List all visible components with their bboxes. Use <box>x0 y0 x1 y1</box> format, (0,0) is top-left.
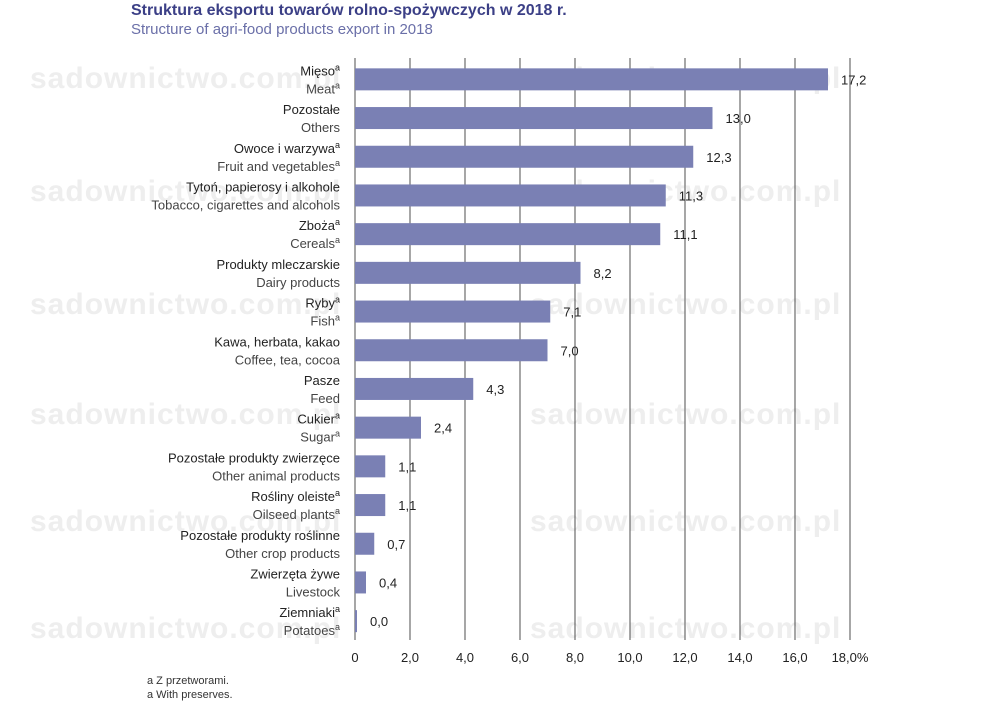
bar <box>355 339 548 362</box>
bar <box>355 416 421 439</box>
category-label-pl: Kawa, herbata, kakao <box>214 334 340 349</box>
x-tick-label: 10,0 <box>617 650 642 665</box>
category-label-en: Fruit and vegetablesa <box>217 158 340 174</box>
bar <box>355 184 666 207</box>
category-label-pl: Owoce i warzywaa <box>234 140 340 156</box>
data-label: 11,1 <box>673 227 697 242</box>
category-label-en: Tobacco, cigarettes and alcohols <box>151 197 340 212</box>
data-label: 4,3 <box>486 382 504 397</box>
category-label-en: Sugara <box>300 429 340 445</box>
category-label-en: Other animal products <box>212 468 340 483</box>
data-label: 7,0 <box>561 343 579 358</box>
bar <box>355 455 386 478</box>
category-label-pl: Tytoń, papierosy i alkohole <box>186 179 340 194</box>
bar <box>355 145 694 168</box>
data-label: 7,1 <box>563 305 581 320</box>
category-label-en: Potatoesa <box>284 622 340 638</box>
x-tick-label: 12,0 <box>672 650 697 665</box>
bar <box>355 571 366 594</box>
category-label-en: Others <box>301 120 341 135</box>
category-label-en: Coffee, tea, cocoa <box>235 352 341 367</box>
category-label-en: Oilseed plantsa <box>253 506 340 522</box>
category-label-pl: Rośliny oleistea <box>251 488 340 504</box>
x-tick-label: 14,0 <box>727 650 752 665</box>
data-label: 0,4 <box>379 575 397 590</box>
category-label-pl: Pozostałe <box>283 102 340 117</box>
category-label-pl: Mięsoa <box>300 62 340 78</box>
category-label-pl: Pozostałe produkty roślinne <box>180 528 340 543</box>
chart-subtitle: Structure of agri-food products export i… <box>131 21 433 38</box>
data-label: 8,2 <box>594 266 612 281</box>
bar <box>355 261 581 284</box>
bar <box>355 107 713 130</box>
data-label: 1,1 <box>398 459 416 474</box>
category-label-pl: Pasze <box>304 373 340 388</box>
bar <box>355 494 386 517</box>
data-label: 12,3 <box>706 150 731 165</box>
bar <box>355 223 661 246</box>
footnote-pl: a Z przetworami. <box>147 675 229 687</box>
x-tick-label: 4,0 <box>456 650 474 665</box>
category-label-pl: Cukiera <box>297 411 340 427</box>
data-label: 17,2 <box>841 72 866 87</box>
category-label-en: Dairy products <box>256 275 340 290</box>
bar <box>355 68 828 91</box>
category-label-pl: Pozostałe produkty zwierzęce <box>168 450 340 465</box>
bar <box>355 532 375 555</box>
data-label: 0,7 <box>387 537 405 552</box>
category-label-pl: Zbożaa <box>299 217 340 233</box>
data-label: 11,3 <box>679 188 703 203</box>
chart-title: Struktura eksportu towarów rolno-spożywc… <box>131 2 567 19</box>
category-label-en: Meata <box>306 80 340 96</box>
category-label-en: Livestock <box>286 584 341 599</box>
category-label-pl: Ziemniakia <box>279 604 340 620</box>
x-tick-label: 16,0 <box>782 650 807 665</box>
category-label-en: Fisha <box>310 313 340 329</box>
footnote-en: a With preserves. <box>147 689 233 701</box>
category-label-pl: Rybya <box>305 295 340 311</box>
bar <box>355 377 474 400</box>
x-tick-label: 2,0 <box>401 650 419 665</box>
category-label-pl: Produkty mleczarskie <box>216 257 340 272</box>
category-label-pl: Zwierzęta żywe <box>250 566 340 581</box>
data-label: 1,1 <box>398 498 416 513</box>
category-label-en: Other crop products <box>225 546 340 561</box>
bar <box>355 300 551 323</box>
x-tick-label: 6,0 <box>511 650 529 665</box>
category-label-en: Cerealsa <box>290 235 340 251</box>
x-tick-label: 8,0 <box>566 650 584 665</box>
category-label-en: Feed <box>310 391 340 406</box>
data-label: 13,0 <box>726 111 751 126</box>
data-label: 2,4 <box>434 421 452 436</box>
bar <box>355 610 357 633</box>
data-label: 0,0 <box>370 614 388 629</box>
x-tick-label: 0 <box>351 650 358 665</box>
x-tick-label: 18,0% <box>832 650 869 665</box>
